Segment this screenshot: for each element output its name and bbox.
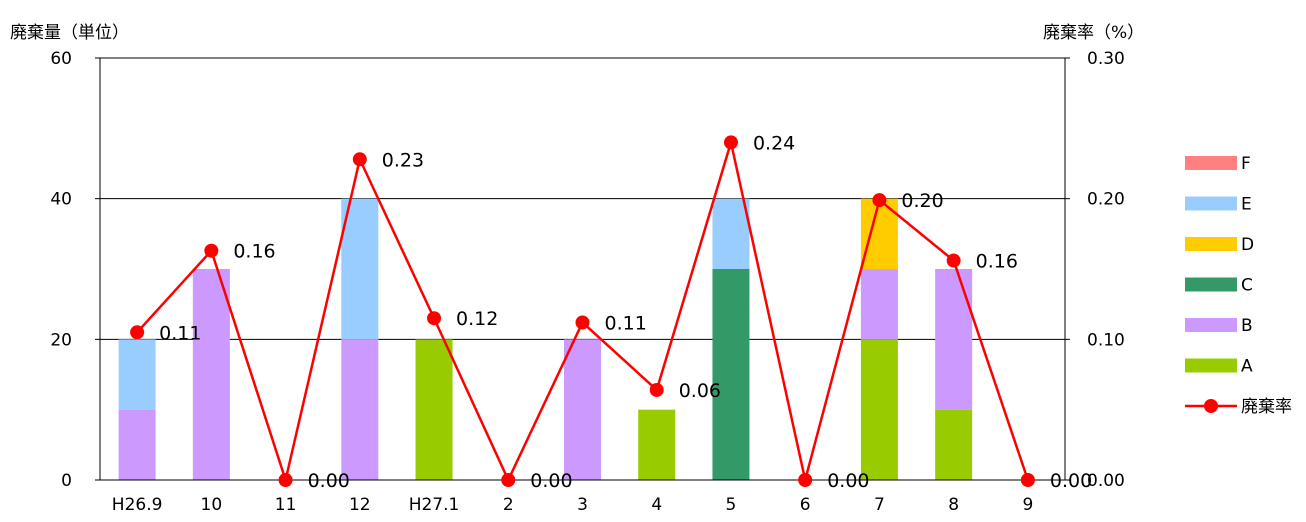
rate-point-5	[501, 473, 516, 487]
rate-point-6	[575, 315, 590, 330]
bar-E-3	[341, 198, 379, 340]
x-tick-label: 10	[201, 495, 223, 515]
x-tick-label: 3	[577, 495, 588, 515]
bar-E-8	[712, 198, 750, 269]
y-tick-label: 20	[50, 330, 72, 350]
bar-B-0	[118, 409, 156, 480]
y2-tick-label: 0.10	[1087, 330, 1125, 350]
bar-B-11	[935, 269, 973, 410]
bar-C-8	[712, 269, 750, 480]
x-tick-label: 7	[874, 495, 885, 515]
y2-tick-label: 0.20	[1087, 190, 1125, 210]
legend-label: A	[1241, 357, 1253, 377]
y2-tick-label: 0.00	[1087, 471, 1125, 491]
rate-data-label: 0.00	[827, 470, 869, 492]
rate-data-label: 0.00	[308, 470, 350, 492]
rate-point-0	[130, 325, 145, 340]
bar-B-1	[192, 269, 230, 480]
y2-tick-label: 0.30	[1087, 49, 1125, 69]
legend-label: C	[1241, 276, 1253, 296]
legend-label: F	[1241, 154, 1251, 174]
legend-swatch-D	[1185, 237, 1237, 251]
rate-data-label: 0.23	[382, 149, 424, 171]
legend-label: E	[1241, 195, 1252, 215]
x-tick-label: H27.1	[409, 495, 460, 515]
x-tick-label: 9	[1022, 495, 1033, 515]
rate-point-1	[204, 243, 219, 258]
y-tick-label: 60	[50, 49, 72, 69]
rate-point-8	[723, 135, 738, 150]
x-tick-label: 4	[651, 495, 662, 515]
x-tick-label: 6	[800, 495, 811, 515]
legend-marker-rate	[1204, 399, 1218, 413]
legend-swatch-C	[1185, 277, 1237, 292]
rate-point-3	[352, 152, 367, 167]
rate-data-label: 0.11	[605, 312, 647, 334]
rate-data-label: 0.00	[1050, 470, 1092, 492]
rate-data-label: 0.20	[901, 190, 943, 212]
rate-point-12	[1020, 473, 1035, 487]
x-tick-label: 12	[349, 495, 371, 515]
rate-point-7	[649, 382, 664, 397]
y-tick-label: 40	[50, 190, 72, 210]
bar-B-6	[564, 339, 601, 480]
legend-label: D	[1241, 235, 1254, 255]
y-axis-title-left: 廃棄量（単位）	[10, 23, 129, 43]
rate-point-10	[872, 193, 887, 208]
rate-data-label: 0.00	[530, 470, 572, 492]
rate-data-label: 0.16	[976, 251, 1018, 273]
legend-swatch-F	[1185, 156, 1237, 170]
rate-data-label: 0.06	[679, 380, 721, 402]
rate-data-label: 0.24	[753, 132, 795, 154]
x-tick-label: H26.9	[112, 495, 163, 515]
y-tick-label: 0	[61, 471, 72, 491]
rate-point-9	[798, 473, 813, 487]
x-tick-label: 5	[726, 495, 737, 515]
legend-label: 廃棄率	[1241, 397, 1292, 417]
rate-data-label: 0.11	[159, 322, 201, 344]
legend-swatch-E	[1185, 196, 1237, 211]
bar-E-0	[118, 339, 156, 410]
bar-A-7	[638, 409, 676, 480]
x-tick-label: 11	[275, 495, 297, 515]
bar-A-4	[415, 339, 453, 480]
legend-swatch-B	[1185, 318, 1237, 332]
rate-point-4	[427, 311, 442, 326]
legend-label: B	[1241, 316, 1253, 336]
bar-A-11	[935, 409, 973, 480]
y-axis-title-right: 廃棄率（%）	[1043, 23, 1145, 43]
bar-B-3	[341, 339, 379, 480]
x-tick-label: 2	[503, 495, 514, 515]
rate-data-label: 0.12	[456, 308, 498, 330]
rate-point-2	[278, 473, 293, 487]
rate-point-11	[946, 253, 961, 268]
rate-data-label: 0.16	[233, 241, 275, 263]
x-tick-label: 8	[948, 495, 959, 515]
bar-B-10	[860, 269, 898, 340]
legend-swatch-A	[1185, 358, 1237, 373]
bar-A-10	[860, 339, 898, 480]
